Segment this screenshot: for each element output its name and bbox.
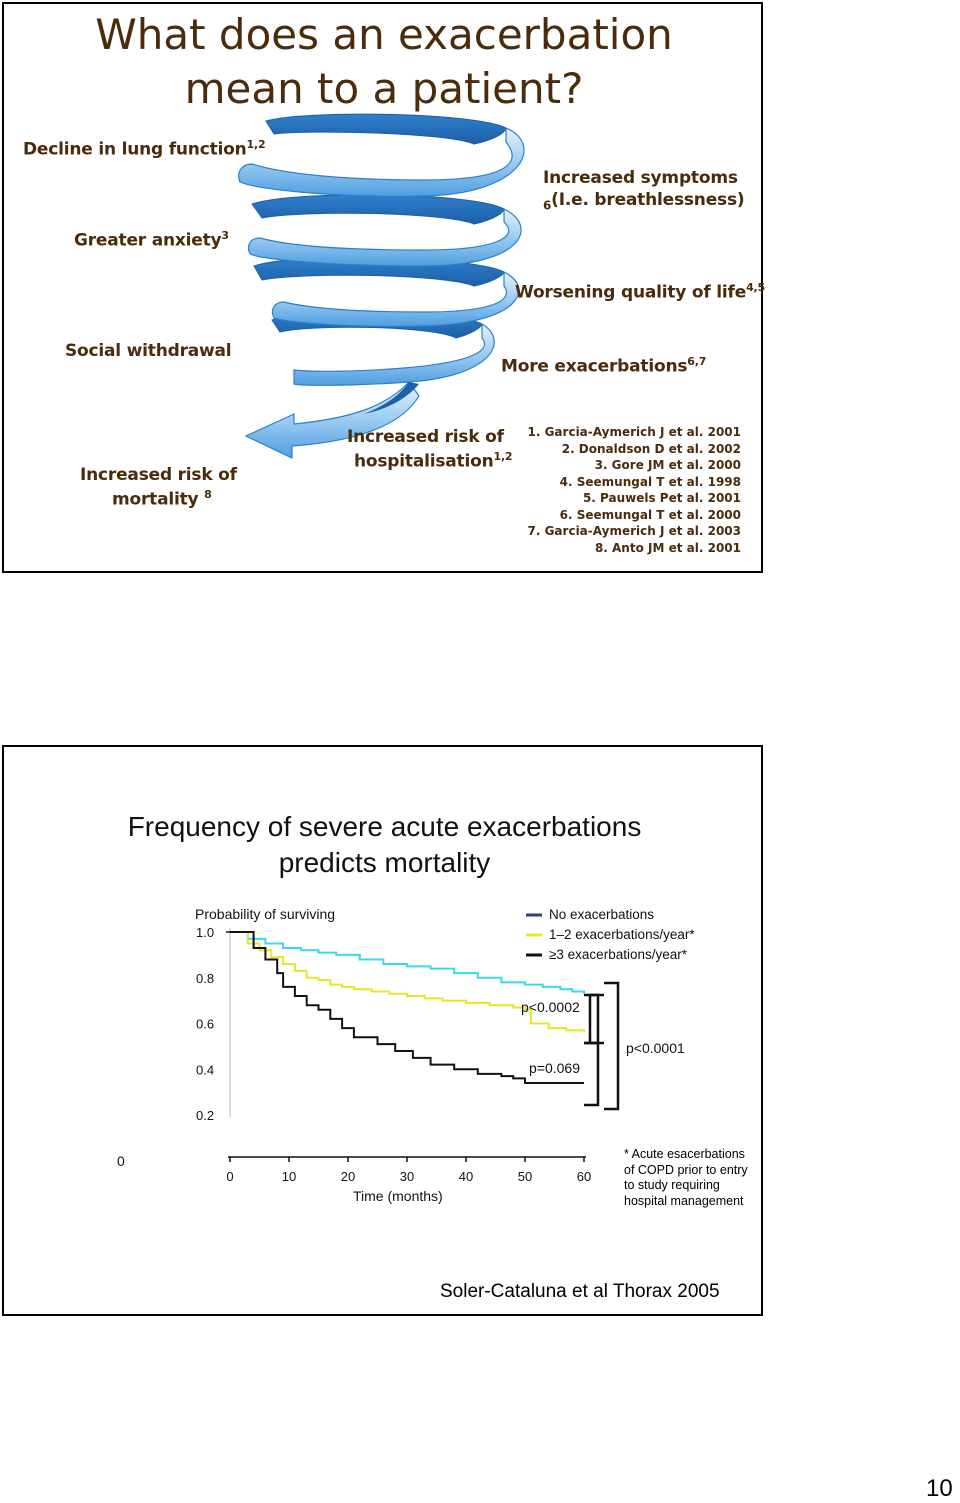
series-line-2 xyxy=(230,931,585,1033)
slide-mortality-chart: Frequency of severe acute exacerbations … xyxy=(2,745,763,1316)
footnote-line: hospital management xyxy=(624,1193,744,1208)
footnote-line: of COPD prior to entry xyxy=(624,1162,748,1177)
label-increased-symptoms-line1: Increased symptoms xyxy=(543,168,738,188)
series-line-1 xyxy=(230,931,585,994)
reference-item: 3. Gore JM et al. 2000 xyxy=(594,458,741,472)
slide-exacerbation-meaning: What does an exacerbation mean to a pati… xyxy=(2,2,765,573)
y-axis-label: Probability of surviving xyxy=(195,906,336,922)
bracket-lower-right xyxy=(584,1041,600,1107)
downward-spiral-graphic xyxy=(238,113,525,459)
x-tick-label: 30 xyxy=(400,1169,414,1184)
legend-label: 1–2 exacerbations/year* xyxy=(549,927,695,942)
legend-label: No exacerbations xyxy=(549,907,654,922)
y-tick-label: 0.4 xyxy=(196,1062,214,1077)
p-value-1: p<0.0002 xyxy=(521,999,580,1015)
y-tick-labels: 1.0 0.8 0.6 0.4 0.2 xyxy=(196,925,214,1123)
label-increased-symptoms-line2: 6(I.e. breathlessness) xyxy=(543,190,745,213)
x-tick-label: 50 xyxy=(518,1169,532,1184)
footnote-line: * Acute esacerbations xyxy=(624,1147,745,1161)
x-tick-label: 20 xyxy=(341,1169,355,1184)
label-decline-lung-function: Decline in lung function1,2 xyxy=(23,138,266,160)
slide2-title-line1: Frequency of severe acute exacerbations xyxy=(127,811,642,842)
reference-item: 1. Garcia-Aymerich J et al. 2001 xyxy=(527,425,742,439)
label-mortality-line1: Increased risk of xyxy=(80,465,237,485)
y-tick-label: 1.0 xyxy=(196,925,214,940)
reference-item: 4. Seemungal T et al. 1998 xyxy=(559,474,741,489)
x-tick-label: 10 xyxy=(282,1169,296,1184)
label-mortality-line2: mortality 8 xyxy=(112,488,212,510)
x-tick-label: 40 xyxy=(459,1169,473,1184)
label-social-withdrawal: Social withdrawal xyxy=(65,341,232,361)
y-tick-label: 0.8 xyxy=(196,971,214,986)
slide2-title-line2: predicts mortality xyxy=(278,847,491,878)
chart-axes xyxy=(226,928,586,1158)
y-tick-label: 0.6 xyxy=(196,1017,214,1032)
slide2-title: Frequency of severe acute exacerbations … xyxy=(4,809,765,881)
p-value-3: p<0.0001 xyxy=(626,1040,685,1056)
page-number: 10 xyxy=(926,1475,953,1502)
label-greater-anxiety: Greater anxiety3 xyxy=(74,229,229,251)
footnote: * Acute esacerbations of COPD prior to e… xyxy=(624,1147,748,1209)
reference-item: 7. Garcia-Aymerich J et al. 2003 xyxy=(527,524,742,538)
x-tick-labels: 0 10 20 30 40 50 60 xyxy=(226,1157,591,1184)
label-worsening-quality-of-life: Worsening quality of life4,5 xyxy=(515,281,765,303)
slide1-title: What does an exacerbation mean to a pati… xyxy=(95,10,673,113)
bracket-outer xyxy=(604,981,620,1111)
stray-zero-label: 0 xyxy=(117,1153,125,1169)
legend-label: ≥3 exacerbations/year* xyxy=(549,947,688,962)
chart-legend: No exacerbations 1–2 exacerbations/year* ≥… xyxy=(526,907,695,962)
reference-item: 8. Anto JM et al. 2001 xyxy=(594,540,741,555)
reference-item: 6. Seemungal T et al. 2000 xyxy=(559,507,741,522)
footnote-line: to study requiring xyxy=(624,1178,720,1192)
citation: Soler-Cataluna et al Thorax 2005 xyxy=(440,1281,720,1302)
significance-brackets xyxy=(584,981,620,1111)
references-list: 1. Garcia-Aymerich J et al. 2001 2. Dona… xyxy=(528,424,742,556)
x-tick-label: 0 xyxy=(226,1169,233,1184)
survival-chart: 1.0 0.8 0.6 0.4 0.2 0 10 20 30 40 50 60 No exacerb… xyxy=(196,907,695,1184)
chart-series-lines xyxy=(230,931,585,1084)
label-hospitalisation-line2: hospitalisation1,2 xyxy=(354,450,513,472)
label-more-exacerbations: More exacerbations6,7 xyxy=(501,355,707,377)
reference-item: 5. Pauwels Pet al. 2001 xyxy=(582,491,741,505)
p-value-2: p=0.069 xyxy=(529,1060,580,1076)
series-line-3 xyxy=(230,931,584,1084)
x-axis-label: Time (months) xyxy=(353,1188,443,1204)
reference-item: 2. Donaldson D et al. 2002 xyxy=(561,441,741,456)
label-hospitalisation-line1: Increased risk of xyxy=(347,427,504,447)
x-tick-label: 60 xyxy=(577,1169,591,1184)
y-tick-label: 0.2 xyxy=(196,1108,214,1123)
